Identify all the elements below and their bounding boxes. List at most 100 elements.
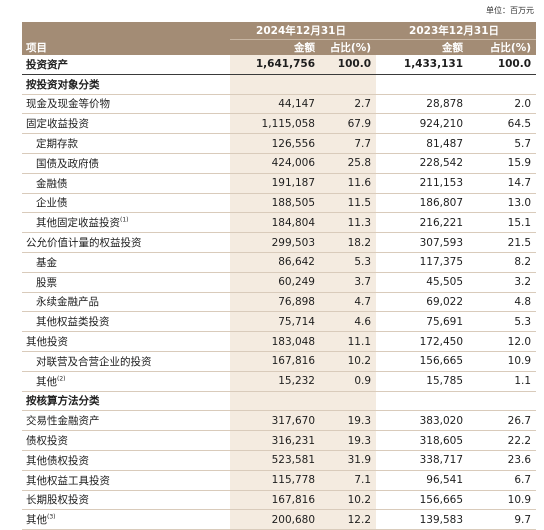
table-row: 公允价值计量的权益投资 299,503 18.2 307,593 21.5: [22, 232, 537, 253]
section-blank: [230, 391, 320, 412]
ratio-2023: 26.7: [468, 410, 537, 432]
row-label: 企业债: [22, 193, 230, 214]
row-label-text: 固定收益投资: [26, 118, 89, 131]
footnote-marker: (1): [120, 216, 129, 224]
amount-2024: 523,581: [230, 450, 320, 471]
row-label: 交易性金融资产: [22, 410, 230, 432]
row-label-text: 金融债: [36, 177, 68, 190]
table-row: 现金及现金等价物 44,147 2.7 28,878 2.0: [22, 94, 537, 115]
table-row: 股票 60,249 3.7 45,505 3.2: [22, 272, 537, 293]
section-header-row: 按投资对象分类: [22, 74, 537, 95]
table-row: 固定收益投资 1,115,058 67.9 924,210 64.5: [22, 113, 537, 135]
row-label-text: 永续金融产品: [36, 296, 99, 309]
row-label-text: 长期股权投资: [26, 494, 89, 507]
ratio-2024: 25.8: [320, 153, 377, 174]
ratio-2023: 1.1: [468, 371, 537, 392]
table-row: 其他(2) 15,232 0.9 15,785 1.1: [22, 371, 537, 392]
table-row: 其他债权投资 523,581 31.9 338,717 23.6: [22, 450, 537, 471]
header-row-years: 2024年12月31日 2023年12月31日: [22, 22, 537, 40]
ratio-2023: 8.2: [468, 252, 537, 273]
amount-2024: 191,187: [230, 173, 320, 194]
section-title: 按投资对象分类: [22, 74, 230, 95]
amount-2024: 424,006: [230, 153, 320, 174]
row-label-text: 其他权益工具投资: [26, 474, 110, 487]
amount-2023: 69,022: [376, 292, 469, 313]
ratio-2023: 3.2: [468, 272, 537, 293]
section-header-row: 按核算方法分类: [22, 391, 537, 412]
row-label: 其他(2): [22, 371, 230, 392]
ratio-2023: 2.0: [468, 94, 537, 115]
amount-2023: 15,785: [376, 371, 469, 392]
ratio-2024: 2.7: [320, 94, 377, 115]
total-amount-2024: 1,641,756: [230, 55, 320, 75]
amount-2024: 60,249: [230, 272, 320, 293]
row-label-text: 公允价值计量的权益投资: [26, 237, 142, 250]
ratio-2024: 19.3: [320, 430, 377, 451]
ratio-2024: 11.3: [320, 212, 377, 234]
row-label: 基金: [22, 252, 230, 273]
table-row: 长期股权投资 167,816 10.2 156,665 10.9: [22, 490, 537, 511]
row-label: 长期股权投资: [22, 490, 230, 511]
row-label: 其他投资: [22, 331, 230, 352]
row-label: 国债及政府债: [22, 153, 230, 174]
row-label: 其他债权投资: [22, 450, 230, 471]
row-label-text: 基金: [36, 256, 57, 269]
ratio-2023: 64.5: [468, 113, 537, 135]
ratio-2024: 7.7: [320, 133, 377, 154]
amount-2023: 172,450: [376, 331, 469, 352]
amount-2024: 167,816: [230, 351, 320, 372]
ratio-2023: 15.1: [468, 212, 537, 234]
ratio-2024: 5.3: [320, 252, 377, 273]
footnote-marker: (3): [47, 513, 56, 521]
row-label-text: 其他: [36, 375, 57, 388]
row-label: 定期存款: [22, 133, 230, 154]
ratio-2023: 23.6: [468, 450, 537, 471]
total-row: 投资资产 1,641,756 100.0 1,433,131 100.0: [22, 55, 537, 75]
ratio-2024: 10.2: [320, 490, 377, 511]
amount-2023: 228,542: [376, 153, 469, 174]
amount-2024: 126,556: [230, 133, 320, 154]
amount-2023: 81,487: [376, 133, 469, 154]
amount-2023: 28,878: [376, 94, 469, 115]
total-amount-2023: 1,433,131: [376, 55, 469, 75]
table-row: 其他固定收益投资(1) 184,804 11.3 216,221 15.1: [22, 212, 537, 234]
table-row: 定期存款 126,556 7.7 81,487 5.7: [22, 133, 537, 154]
table-row: 金融债 191,187 11.6 211,153 14.7: [22, 173, 537, 194]
header-year-2023: 2023年12月31日: [376, 22, 537, 40]
section-blank: [320, 74, 377, 95]
ratio-2023: 10.9: [468, 490, 537, 511]
section-blank: [468, 74, 537, 95]
amount-2024: 76,898: [230, 292, 320, 313]
amount-2024: 86,642: [230, 252, 320, 273]
amount-2024: 75,714: [230, 311, 320, 333]
amount-2024: 44,147: [230, 94, 320, 115]
table-row: 基金 86,642 5.3 117,375 8.2: [22, 252, 537, 273]
amount-2023: 45,505: [376, 272, 469, 293]
amount-2023: 216,221: [376, 212, 469, 234]
amount-2024: 15,232: [230, 371, 320, 392]
section-blank: [376, 391, 469, 412]
section-blank: [320, 391, 377, 412]
ratio-2024: 11.1: [320, 331, 377, 352]
table-row: 其他权益类投资 75,714 4.6 75,691 5.3: [22, 311, 537, 333]
ratio-2024: 31.9: [320, 450, 377, 471]
ratio-2023: 15.9: [468, 153, 537, 174]
amount-2023: 924,210: [376, 113, 469, 135]
ratio-2024: 11.6: [320, 173, 377, 194]
amount-2023: 338,717: [376, 450, 469, 471]
row-label: 其他固定收益投资(1): [22, 212, 230, 234]
row-label-text: 定期存款: [36, 138, 78, 151]
header-row-columns: 项目 金额 占比(%) 金额 占比(%): [22, 39, 537, 55]
row-label-text: 现金及现金等价物: [26, 98, 110, 111]
header-amount-2024: 金额: [230, 39, 320, 55]
amount-2023: 383,020: [376, 410, 469, 432]
investment-assets-table: 2024年12月31日 2023年12月31日 项目 金额 占比(%) 金额 占…: [22, 22, 537, 530]
table-row: 对联营及合营企业的投资 167,816 10.2 156,665 10.9: [22, 351, 537, 372]
ratio-2023: 13.0: [468, 193, 537, 214]
ratio-2024: 11.5: [320, 193, 377, 214]
amount-2024: 316,231: [230, 430, 320, 451]
total-label: 投资资产: [22, 55, 230, 75]
section-blank: [468, 391, 537, 412]
amount-2023: 307,593: [376, 232, 469, 253]
amount-2023: 75,691: [376, 311, 469, 333]
